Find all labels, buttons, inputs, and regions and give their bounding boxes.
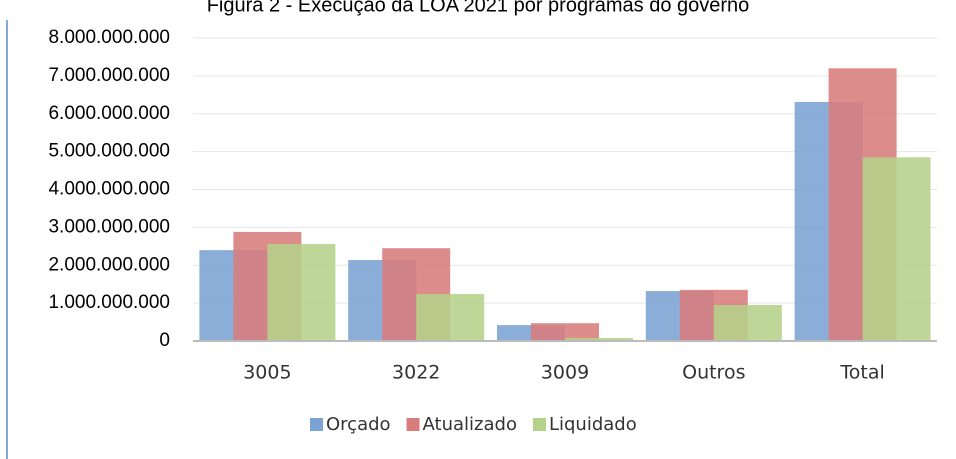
x-tick-label: 3005 <box>243 362 291 384</box>
y-tick-label: 4.000.000.000 <box>48 179 170 200</box>
legend-swatch <box>532 418 546 431</box>
y-tick-label: 1.000.000.000 <box>48 292 170 313</box>
y-tick-label: 8.000.000.000 <box>48 27 170 48</box>
x-tick-label: 3022 <box>392 362 440 384</box>
legend-swatch <box>406 418 420 431</box>
y-tick-label: 5.000.000.000 <box>48 141 170 162</box>
y-tick-label: 7.000.000.000 <box>48 65 170 86</box>
bar <box>565 337 633 341</box>
bar <box>862 157 931 341</box>
bar <box>267 244 336 341</box>
bar <box>416 294 485 341</box>
x-tick-label: Total <box>839 362 884 384</box>
x-tick-label: Outros <box>682 362 745 384</box>
legend-label: Atualizado <box>423 414 517 435</box>
y-tick-label: 0 <box>159 330 170 351</box>
legend-swatch <box>310 418 323 431</box>
chart-title: Figura 2 - Execução da LOA 2021 por prog… <box>207 0 750 16</box>
y-tick-label: 2.000.000.000 <box>48 254 170 275</box>
y-tick-label: 3.000.000.000 <box>48 216 170 237</box>
x-tick-label: 3009 <box>541 362 589 384</box>
bar <box>713 305 782 341</box>
legend-label: Orçado <box>326 414 391 435</box>
bar <box>531 323 599 341</box>
y-tick-label: 6.000.000.000 <box>48 103 170 124</box>
legend-label: Liquidado <box>549 414 637 435</box>
